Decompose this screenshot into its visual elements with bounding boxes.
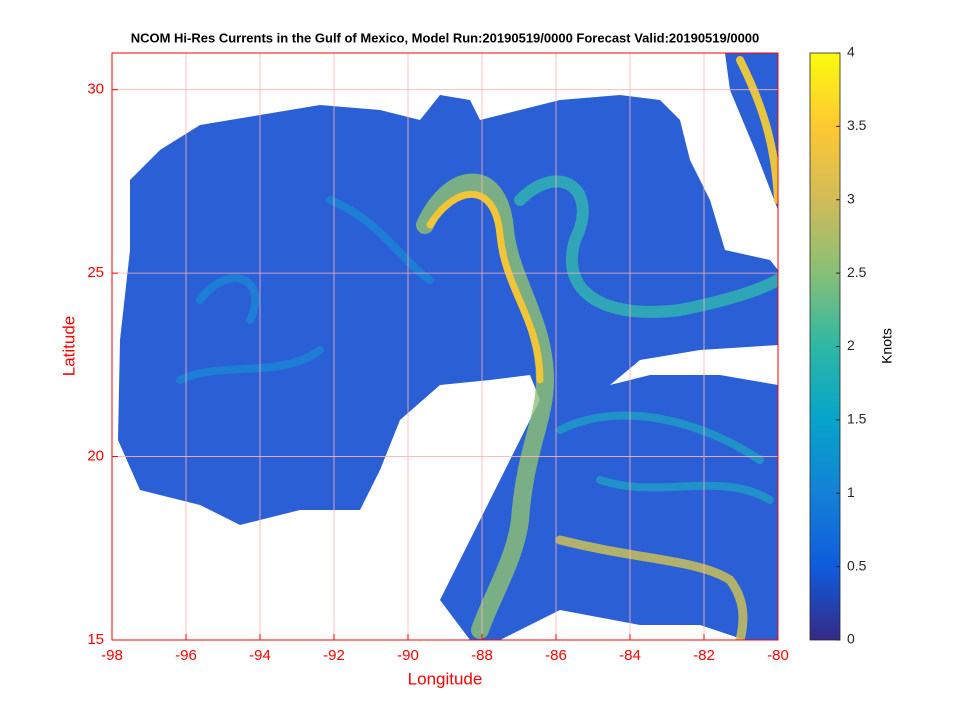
- colorbar-tick-label: 2.5: [847, 264, 867, 280]
- x-tick-label: -96: [175, 647, 197, 664]
- colorbar-tick-label: 3: [847, 190, 855, 206]
- plot-frame: [111, 52, 779, 641]
- ticks: -98 -96 -94 -92 -90 -88 -86 -84 -82 -80 15 20 25 30: [87, 81, 789, 664]
- x-tick-label: -84: [619, 647, 641, 664]
- gulf-water: [118, 95, 778, 640]
- x-tick-label: -92: [323, 647, 345, 664]
- x-tick-label: -82: [693, 647, 715, 664]
- x-axis-label: Longitude: [408, 669, 483, 688]
- current-streaks: [176, 56, 778, 640]
- x-tick-label: -80: [767, 647, 789, 664]
- colorbar-tick-label: 0.5: [847, 557, 867, 573]
- x-tick-label: -86: [545, 647, 567, 664]
- ocean-field: [118, 53, 778, 640]
- colorbar-tick-label: 2: [847, 337, 855, 353]
- colorbar: [809, 52, 841, 641]
- atlantic-water: [725, 53, 778, 210]
- colorbar-tick-label: 0: [847, 631, 855, 647]
- x-tick-label: -88: [471, 647, 493, 664]
- x-tick-label: -98: [101, 647, 123, 664]
- colorbar-tick-label: 4: [847, 44, 855, 60]
- colorbar-tick-label: 1.5: [847, 411, 867, 427]
- chart-title: NCOM Hi-Res Currents in the Gulf of Mexi…: [131, 30, 760, 45]
- y-tick-label: 20: [87, 448, 104, 465]
- colorbar-label: Knots: [879, 328, 895, 364]
- x-tick-label: -94: [249, 647, 271, 664]
- y-axis-label: Latitude: [59, 316, 78, 377]
- x-tick-label: -90: [397, 647, 419, 664]
- colorbar-tick-label: 1: [847, 484, 855, 500]
- colorbar-tick-label: 3.5: [847, 117, 867, 133]
- y-tick-label: 30: [87, 81, 104, 98]
- y-tick-label: 15: [87, 631, 104, 648]
- y-tick-label: 25: [87, 264, 104, 281]
